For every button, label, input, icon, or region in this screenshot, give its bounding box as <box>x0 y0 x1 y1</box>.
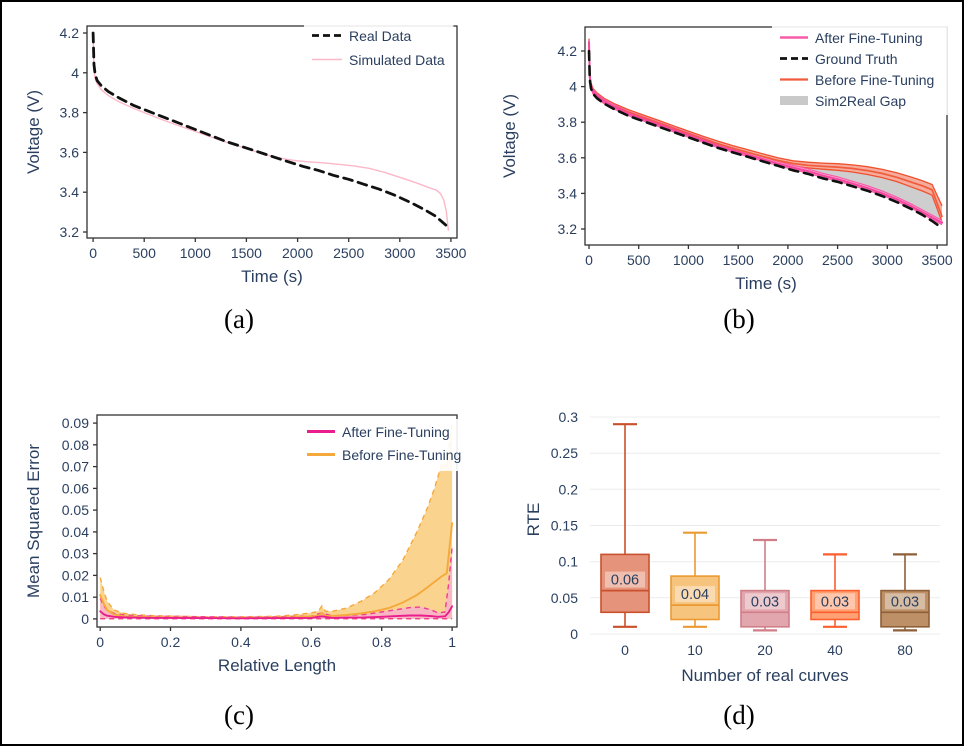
svg-text:0: 0 <box>585 252 593 268</box>
caption-a: (a) <box>224 304 254 334</box>
svg-text:Ground Truth: Ground Truth <box>815 51 898 67</box>
svg-text:0.02: 0.02 <box>62 567 89 583</box>
chart-b-voltage-vs-time-bands: 0 500 1000 1500 2000 2500 3000 3500 3.2 3.4 3.6 3.8… <box>500 25 953 293</box>
svg-text:0.04: 0.04 <box>62 524 89 540</box>
svg-text:4.2: 4.2 <box>60 25 80 41</box>
svg-text:2000: 2000 <box>282 245 313 261</box>
svg-text:Mean Squared Error: Mean Squared Error <box>24 444 43 598</box>
svg-text:3.8: 3.8 <box>60 105 80 121</box>
svg-text:Real Data: Real Data <box>349 28 411 44</box>
svg-text:After Fine-Tuning: After Fine-Tuning <box>342 424 450 440</box>
caption-b: (b) <box>723 304 755 334</box>
svg-text:Time (s): Time (s) <box>241 267 303 286</box>
svg-text:0.03: 0.03 <box>751 594 779 610</box>
svg-text:4.2: 4.2 <box>558 43 578 59</box>
svg-text:Number of real curves: Number of real curves <box>681 666 848 685</box>
svg-text:0.06: 0.06 <box>611 573 639 589</box>
svg-text:3.6: 3.6 <box>558 150 578 166</box>
svg-text:0: 0 <box>96 634 104 650</box>
svg-text:80: 80 <box>897 642 913 658</box>
svg-text:3.6: 3.6 <box>60 144 80 160</box>
svg-text:1: 1 <box>448 634 456 650</box>
svg-text:Relative Length: Relative Length <box>218 656 336 675</box>
svg-text:1500: 1500 <box>723 252 754 268</box>
svg-text:2000: 2000 <box>772 252 803 268</box>
panel-d: 0 0.05 0.1 0.15 0.2 0.25 0.3 0.06 0 0.04 10 0.03 20 0… <box>494 395 949 685</box>
svg-text:0: 0 <box>621 642 629 658</box>
svg-text:4: 4 <box>569 79 577 95</box>
svg-text:0.03: 0.03 <box>62 546 89 562</box>
svg-text:0.03: 0.03 <box>821 594 849 610</box>
svg-text:3.8: 3.8 <box>558 114 578 130</box>
svg-text:40: 40 <box>827 642 843 658</box>
svg-text:0.4: 0.4 <box>231 634 251 650</box>
svg-text:After Fine-Tuning: After Fine-Tuning <box>815 30 923 46</box>
svg-text:0.07: 0.07 <box>62 459 89 475</box>
svg-text:0.15: 0.15 <box>551 518 578 534</box>
panel-a: 0 500 1000 1500 2000 2500 3000 3500 3.2 3.4 3.6 3.8… <box>20 12 475 302</box>
svg-text:1000: 1000 <box>673 252 704 268</box>
svg-text:3000: 3000 <box>872 252 903 268</box>
svg-text:RTE: RTE <box>524 503 543 537</box>
chart-a-voltage-vs-time: 0 500 1000 1500 2000 2500 3000 3500 3.2 3.4 3.6 3.8… <box>24 23 467 286</box>
svg-text:0.04: 0.04 <box>681 587 709 603</box>
svg-text:3.2: 3.2 <box>60 224 80 240</box>
svg-text:Voltage (V): Voltage (V) <box>24 90 43 174</box>
svg-text:500: 500 <box>627 252 651 268</box>
svg-text:0.3: 0.3 <box>559 409 579 425</box>
svg-text:1500: 1500 <box>231 245 262 261</box>
svg-text:Sim2Real Gap: Sim2Real Gap <box>815 93 906 109</box>
svg-text:0.05: 0.05 <box>551 590 578 606</box>
svg-text:0: 0 <box>81 611 89 627</box>
svg-text:Voltage (V): Voltage (V) <box>500 94 519 178</box>
chart-c-mse-vs-relative-length: 0 0.2 0.4 0.6 0.8 1 0 0.01 0.02 0.03 0.04 0.05 0.06 0… <box>24 414 475 675</box>
svg-text:0.1: 0.1 <box>559 554 579 570</box>
svg-text:Before Fine-Tuning: Before Fine-Tuning <box>342 447 461 463</box>
svg-text:3.4: 3.4 <box>558 185 578 201</box>
svg-text:0.25: 0.25 <box>551 445 578 461</box>
svg-text:0.6: 0.6 <box>302 634 322 650</box>
svg-text:0.08: 0.08 <box>62 437 89 453</box>
svg-text:0: 0 <box>570 626 578 642</box>
caption-d: (d) <box>723 700 755 730</box>
svg-text:Simulated Data: Simulated Data <box>349 52 445 68</box>
svg-text:2500: 2500 <box>333 245 364 261</box>
chart-d-rte-boxplot: 0 0.05 0.1 0.15 0.2 0.25 0.3 0.06 0 0.04 10 0.03 20 0… <box>524 409 940 685</box>
svg-text:Time (s): Time (s) <box>735 274 797 293</box>
svg-text:500: 500 <box>133 245 157 261</box>
panel-b: 0 500 1000 1500 2000 2500 3000 3500 3.2 3.4 3.6 3.8… <box>492 12 957 302</box>
panel-c: 0 0.2 0.4 0.6 0.8 1 0 0.01 0.02 0.03 0.04 0.05 0.06 0… <box>20 395 475 685</box>
caption-c: (c) <box>224 700 254 730</box>
svg-text:0.8: 0.8 <box>372 634 392 650</box>
svg-text:0.2: 0.2 <box>161 634 181 650</box>
svg-text:4: 4 <box>71 65 79 81</box>
svg-text:Before Fine-Tuning: Before Fine-Tuning <box>815 72 934 88</box>
svg-text:2500: 2500 <box>822 252 853 268</box>
svg-text:0.05: 0.05 <box>62 502 89 518</box>
svg-text:0.09: 0.09 <box>62 415 89 431</box>
svg-text:3500: 3500 <box>435 245 466 261</box>
svg-text:3500: 3500 <box>922 252 953 268</box>
svg-text:20: 20 <box>757 642 773 658</box>
svg-text:0: 0 <box>89 245 97 261</box>
svg-text:10: 10 <box>687 642 703 658</box>
svg-text:0.01: 0.01 <box>62 589 89 605</box>
svg-text:0.03: 0.03 <box>891 594 919 610</box>
svg-text:3.2: 3.2 <box>558 221 578 237</box>
svg-text:0.2: 0.2 <box>559 481 579 497</box>
svg-text:0.06: 0.06 <box>62 480 89 496</box>
svg-text:1000: 1000 <box>180 245 211 261</box>
svg-text:3000: 3000 <box>384 245 415 261</box>
svg-text:3.4: 3.4 <box>60 184 80 200</box>
